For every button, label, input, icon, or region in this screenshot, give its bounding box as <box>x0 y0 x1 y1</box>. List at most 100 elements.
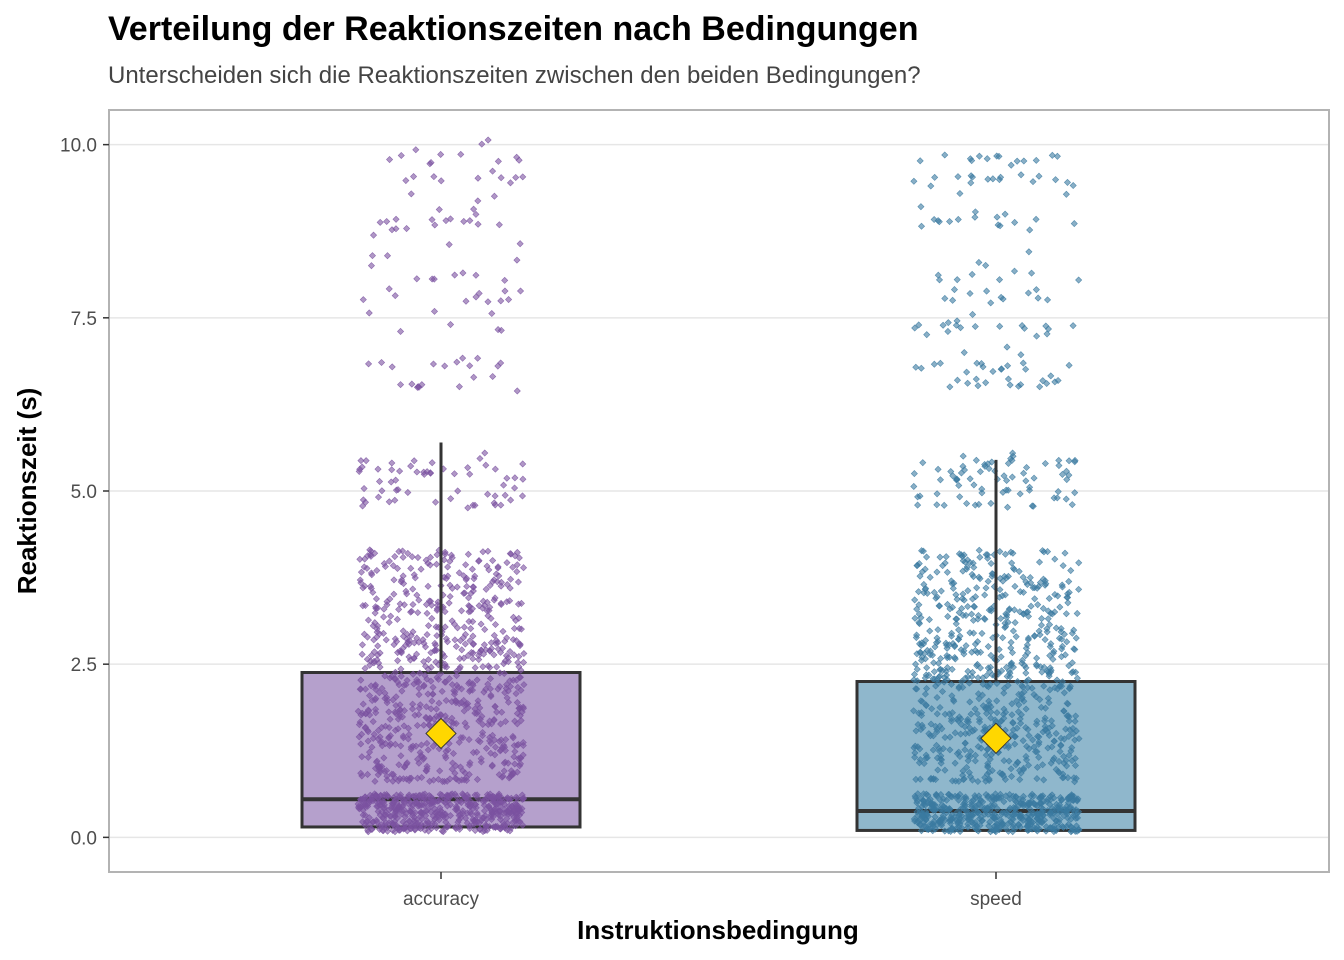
accuracy-point <box>407 608 415 616</box>
accuracy-point <box>516 673 524 682</box>
accuracy-point <box>470 640 478 648</box>
speed-point <box>1022 669 1030 677</box>
speed-point <box>1055 456 1063 464</box>
accuracy-point <box>361 685 370 693</box>
accuracy-point <box>496 669 504 677</box>
accuracy-point <box>474 795 482 803</box>
accuracy-point <box>447 320 455 329</box>
accuracy-point <box>499 627 507 635</box>
speed-point <box>956 493 964 501</box>
accuracy-point <box>437 150 445 158</box>
speed-point <box>1022 477 1030 485</box>
accuracy-point <box>422 703 430 711</box>
accuracy-point <box>368 252 376 260</box>
accuracy-point <box>478 140 486 148</box>
accuracy-point <box>472 293 480 301</box>
accuracy-point <box>386 715 394 723</box>
speed-point <box>1020 157 1028 165</box>
accuracy-point <box>392 709 400 717</box>
accuracy-point <box>466 637 474 645</box>
speed-point <box>973 584 981 592</box>
speed-point <box>989 175 997 183</box>
accuracy-point <box>415 704 423 712</box>
accuracy-point <box>461 640 469 648</box>
speed-point <box>1063 178 1072 186</box>
accuracy-point <box>429 690 437 698</box>
accuracy-point <box>461 589 469 597</box>
accuracy-point <box>475 652 483 660</box>
accuracy-point <box>399 547 407 555</box>
accuracy-point <box>500 741 508 749</box>
speed-point <box>941 151 949 159</box>
speed-point <box>1041 459 1049 468</box>
speed-point <box>946 217 954 226</box>
speed-point <box>1069 322 1077 330</box>
accuracy-point <box>482 461 490 469</box>
accuracy-point <box>375 689 383 697</box>
accuracy-point <box>513 387 521 395</box>
speed-point <box>968 610 976 618</box>
accuracy-point <box>397 742 405 750</box>
accuracy-point <box>473 676 481 684</box>
speed-point <box>987 559 995 568</box>
chart-subtitle: Unterscheiden sich die Reaktionszeiten z… <box>108 62 921 89</box>
accuracy-point <box>415 684 423 692</box>
accuracy-point <box>433 606 441 614</box>
speed-point <box>982 261 990 269</box>
accuracy-point <box>452 775 460 783</box>
speed-point <box>1023 463 1031 472</box>
accuracy-point <box>459 634 467 642</box>
accuracy-point <box>361 664 369 672</box>
accuracy-point <box>448 681 456 689</box>
accuracy-point <box>469 618 477 626</box>
accuracy-point <box>480 641 488 649</box>
accuracy-point <box>372 694 380 703</box>
accuracy-point <box>357 740 365 748</box>
accuracy-point <box>427 649 435 657</box>
accuracy-point <box>450 470 458 478</box>
accuracy-point <box>478 712 486 720</box>
speed-point <box>1041 636 1049 644</box>
accuracy-point <box>370 636 378 644</box>
accuracy-point <box>498 794 506 802</box>
accuracy-point <box>473 710 481 718</box>
accuracy-point <box>403 630 411 638</box>
accuracy-point <box>360 485 368 493</box>
speed-point <box>1017 351 1025 359</box>
accuracy-point <box>397 381 405 389</box>
accuracy-point <box>444 821 452 830</box>
accuracy-point <box>497 297 505 305</box>
accuracy-point <box>409 670 417 678</box>
speed-point <box>930 360 938 368</box>
speed-point <box>1061 549 1069 557</box>
accuracy-point <box>424 622 433 630</box>
accuracy-point <box>486 647 494 655</box>
accuracy-point <box>386 156 394 164</box>
accuracy-point <box>490 716 498 724</box>
accuracy-point <box>511 800 520 808</box>
accuracy-point <box>459 807 467 815</box>
accuracy-point <box>465 617 473 626</box>
speed-point <box>1004 375 1012 383</box>
accuracy-point <box>363 655 371 663</box>
speed-point <box>940 501 948 509</box>
accuracy-point <box>464 700 472 708</box>
accuracy-point <box>374 493 383 501</box>
accuracy-point <box>490 631 498 639</box>
accuracy-point <box>459 354 467 362</box>
accuracy-point <box>494 326 502 334</box>
accuracy-point <box>466 603 474 611</box>
accuracy-point <box>474 354 482 362</box>
accuracy-point <box>436 767 444 775</box>
accuracy-point <box>369 734 377 742</box>
accuracy-point <box>404 796 412 804</box>
accuracy-point <box>401 763 409 771</box>
speed-point <box>1007 638 1015 646</box>
speed-point <box>996 276 1004 284</box>
accuracy-point <box>397 648 405 656</box>
accuracy-point <box>428 275 436 283</box>
accuracy-point <box>508 803 516 811</box>
accuracy-point <box>375 477 384 485</box>
accuracy-point <box>470 575 478 583</box>
